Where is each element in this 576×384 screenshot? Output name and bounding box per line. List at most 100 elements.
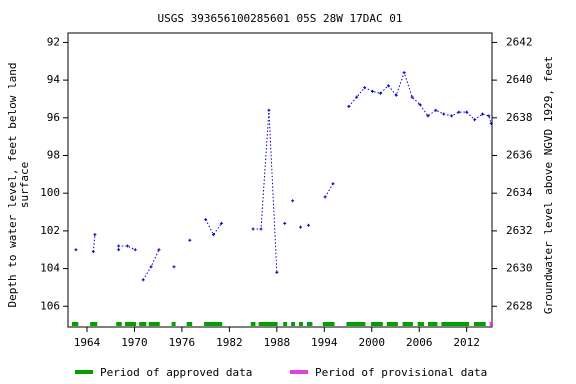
legend-label: Period of approved data bbox=[100, 366, 252, 379]
period-bar bbox=[148, 322, 160, 326]
period-bar bbox=[417, 322, 424, 326]
period-bar bbox=[306, 322, 313, 326]
data-point bbox=[299, 225, 303, 229]
y-tick-label: 106 bbox=[40, 299, 60, 312]
x-tick-label: 2006 bbox=[406, 336, 433, 349]
data-point bbox=[434, 108, 438, 112]
data-point bbox=[418, 103, 422, 107]
data-point bbox=[306, 223, 310, 227]
y2-tick-label: 2634 bbox=[506, 186, 533, 199]
data-point bbox=[157, 248, 161, 252]
data-point bbox=[188, 238, 192, 242]
data-point bbox=[489, 121, 493, 125]
data-point bbox=[386, 84, 390, 88]
data-point bbox=[149, 265, 153, 269]
legend-label: Period of provisional data bbox=[315, 366, 487, 379]
data-point bbox=[473, 118, 477, 122]
data-point bbox=[267, 108, 271, 112]
period-bar bbox=[186, 322, 193, 326]
data-point bbox=[371, 89, 375, 93]
y2-axis-label: Groundwater level above NGVD 1929, feet bbox=[542, 56, 555, 314]
period-bar bbox=[346, 322, 366, 326]
data-point bbox=[117, 248, 121, 252]
x-tick-label: 1988 bbox=[264, 336, 291, 349]
data-point bbox=[402, 71, 406, 75]
x-tick-label: 1982 bbox=[216, 336, 243, 349]
data-point bbox=[212, 233, 216, 237]
period-bar bbox=[441, 322, 470, 326]
data-point bbox=[355, 95, 359, 99]
data-point bbox=[457, 110, 461, 114]
x-tick-label: 1970 bbox=[121, 336, 148, 349]
data-point bbox=[481, 112, 485, 116]
period-bar bbox=[171, 322, 176, 326]
data-point bbox=[251, 227, 255, 231]
period-bar bbox=[402, 322, 413, 326]
period-bar bbox=[427, 322, 438, 326]
y-label-line: Depth to water level, feet below land bbox=[6, 62, 19, 307]
period-bar bbox=[258, 322, 278, 326]
chart-title: USGS 393656100285601 05S 28W 17DAC 01 bbox=[157, 12, 402, 25]
y-axis-label: Depth to water level, feet below land su… bbox=[6, 62, 31, 307]
data-point bbox=[283, 221, 287, 225]
data-point bbox=[91, 250, 95, 254]
x-tick-label: 1976 bbox=[169, 336, 196, 349]
y-tick-label: 92 bbox=[47, 35, 60, 48]
period-bar bbox=[291, 322, 296, 326]
period-bar bbox=[124, 322, 137, 326]
y-tick-label: 94 bbox=[47, 73, 61, 86]
period-bar bbox=[250, 322, 256, 326]
y-label-line: surface bbox=[18, 162, 31, 208]
x-tick-label: 2000 bbox=[359, 336, 386, 349]
period-bar bbox=[283, 322, 288, 326]
y2-tick-label: 2642 bbox=[506, 35, 533, 48]
y2-tick-label: 2632 bbox=[506, 224, 533, 237]
x-tick-label: 2012 bbox=[453, 336, 480, 349]
data-point bbox=[465, 110, 469, 114]
data-line bbox=[92, 71, 492, 281]
y2-tick-label: 2640 bbox=[506, 73, 533, 86]
y2-tick-label: 2628 bbox=[506, 299, 533, 312]
data-point bbox=[172, 265, 176, 269]
y-tick-label: 104 bbox=[40, 262, 60, 275]
data-point bbox=[141, 278, 145, 282]
data-point bbox=[74, 248, 78, 252]
y-tick-label: 98 bbox=[47, 149, 60, 162]
y-tick-label: 96 bbox=[47, 111, 60, 124]
data-point bbox=[219, 221, 223, 225]
data-point bbox=[133, 248, 137, 252]
period-bar bbox=[116, 322, 122, 326]
data-point bbox=[323, 195, 327, 199]
x-tick-label: 1964 bbox=[74, 336, 101, 349]
data-point bbox=[426, 114, 430, 118]
plot-frame bbox=[67, 32, 493, 328]
data-point bbox=[93, 233, 97, 237]
x-tick-label: 1994 bbox=[311, 336, 338, 349]
period-bar bbox=[489, 322, 492, 326]
data-point bbox=[410, 95, 414, 99]
data-point bbox=[347, 105, 351, 108]
period-bar bbox=[204, 322, 223, 326]
y2-tick-label: 2630 bbox=[506, 262, 533, 275]
period-bar bbox=[386, 322, 398, 326]
y-tick-label: 102 bbox=[40, 224, 60, 237]
period-bar bbox=[139, 322, 147, 326]
data-point bbox=[204, 218, 208, 222]
data-point bbox=[117, 244, 121, 248]
data-point bbox=[275, 270, 279, 274]
y2-tick-label: 2636 bbox=[506, 149, 533, 162]
period-bar bbox=[322, 322, 335, 326]
period-bar bbox=[473, 322, 486, 326]
data-point bbox=[394, 93, 398, 97]
period-bar bbox=[71, 322, 79, 326]
data-point bbox=[363, 86, 367, 90]
data-point bbox=[331, 182, 335, 186]
data-point bbox=[442, 112, 446, 116]
data-point bbox=[450, 114, 454, 118]
data-point bbox=[125, 244, 129, 248]
data-point bbox=[378, 91, 382, 95]
data-point bbox=[259, 227, 263, 231]
y-tick-label: 100 bbox=[40, 186, 60, 199]
data-point bbox=[291, 199, 295, 203]
